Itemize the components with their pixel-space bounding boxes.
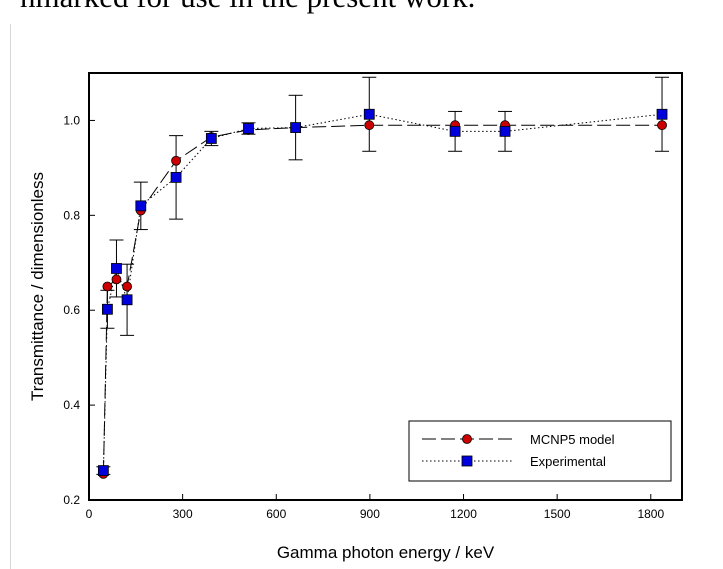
data-point-experimental [97, 465, 109, 476]
y-tick-label: 0.6 [63, 303, 80, 317]
legend-marker-experimental [461, 455, 473, 467]
series-line-1 [102, 113, 663, 471]
legend-marker-mcnp5 [462, 434, 472, 444]
data-point-experimental [363, 108, 375, 120]
axis-tick-labels: 0 300 600 900 1200 1500 1800 0.2 0.4 0.6 0.8 1.0 [63, 113, 664, 521]
data-point-mcnp5 [364, 120, 375, 131]
data-point-experimental [499, 125, 511, 137]
x-tick-label: 900 [360, 507, 380, 521]
y-tick-label: 1.0 [63, 113, 80, 127]
y-tick-label: 0.4 [63, 398, 80, 412]
y-tick-label: 0.2 [63, 493, 80, 507]
y-tick-label: 0.8 [63, 208, 80, 222]
data-point-experimental [102, 303, 113, 315]
legend-box [408, 420, 672, 482]
legend: MCNP5 model Experimental [408, 420, 672, 482]
data-point-experimental [170, 171, 182, 183]
x-tick-label: 1500 [544, 507, 571, 521]
series-lines [102, 113, 663, 474]
error-bars [96, 76, 670, 475]
x-tick-label: 300 [173, 507, 193, 521]
data-point-experimental [135, 200, 147, 212]
data-point-experimental [111, 263, 122, 274]
data-point-mcnp5 [122, 281, 132, 292]
header-text: nmarked for use in the present work. [20, 0, 475, 15]
data-point-experimental [449, 125, 461, 137]
data-point-mcnp5 [102, 281, 113, 292]
legend-label-experimental: Experimental [530, 454, 606, 469]
x-tick-label: 1200 [450, 507, 477, 521]
data-point-experimental [290, 122, 302, 133]
plot-frame [88, 72, 683, 501]
data-point-experimental [205, 133, 217, 144]
left-rule [10, 24, 11, 569]
axis-ticks [88, 119, 652, 501]
x-axis-label: Gamma photon energy / keV [277, 543, 495, 562]
data-point-experimental [121, 294, 133, 306]
data-markers [97, 108, 668, 479]
data-point-mcnp5 [657, 120, 667, 131]
data-point-mcnp5 [171, 155, 181, 166]
data-point-experimental [243, 123, 254, 134]
x-tick-label: 0 [86, 507, 93, 521]
data-point-experimental [656, 108, 668, 120]
legend-label-mcnp5-model: MCNP5 model [530, 432, 615, 447]
x-tick-label: 1800 [637, 507, 664, 521]
y-axis-label: Transmittance / dimensionless [28, 172, 47, 401]
x-tick-label: 600 [266, 507, 286, 521]
data-point-mcnp5 [111, 274, 122, 285]
